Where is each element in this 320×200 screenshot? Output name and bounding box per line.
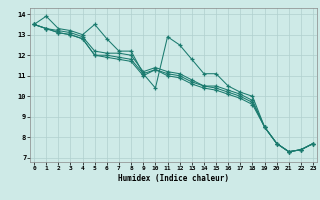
X-axis label: Humidex (Indice chaleur): Humidex (Indice chaleur) (118, 174, 229, 183)
